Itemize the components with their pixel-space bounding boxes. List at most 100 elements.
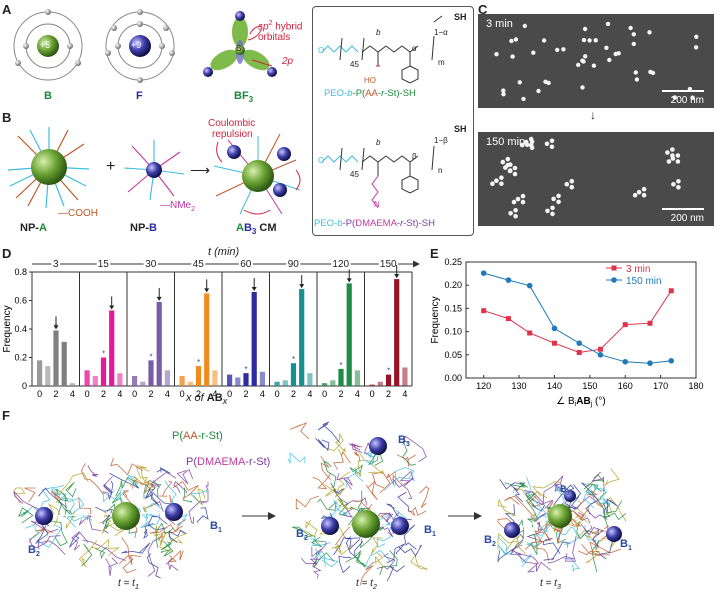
f3-b1-label: B1 [620, 538, 632, 553]
polymer-chain [87, 465, 99, 477]
chart-e-xlabel: ∠ BiABj (°) [556, 396, 605, 408]
chart-e-point [597, 352, 604, 358]
polymer-chain [599, 488, 611, 506]
polymer-chain [173, 481, 187, 494]
chart-d-bar [148, 360, 154, 386]
sem-particle [583, 54, 588, 59]
chart-d-xtick-label: 4 [212, 389, 217, 399]
polymer-chain [562, 557, 580, 573]
polymer-chain [402, 435, 427, 463]
chart-d-bar [132, 376, 138, 386]
sp2-note: sp2 hybrid orbitals [258, 20, 303, 44]
frame-arrowhead [268, 512, 276, 520]
sem-particle [694, 34, 699, 39]
polymer-chain [517, 552, 539, 573]
polymer-chain [109, 472, 140, 489]
chart-d-bar [369, 384, 375, 386]
polymer-chain [110, 457, 144, 476]
simulation-snapshots [13, 421, 627, 586]
polymer-chain [569, 500, 587, 526]
polymer-chain [56, 472, 89, 503]
chart-e-xtick-label: 180 [688, 381, 703, 391]
polymer-chain [374, 552, 384, 569]
bottom-one-minus-beta: 1−β [434, 136, 448, 145]
sem-particle [690, 95, 695, 100]
polymer-chain [13, 487, 26, 504]
a-core-particle [112, 502, 140, 530]
sem-particle [509, 38, 514, 44]
sem-particle-cluster [544, 141, 550, 147]
f2-b1-label: B1 [424, 524, 436, 539]
polymer-chain [65, 482, 77, 498]
polymer-chain [37, 525, 62, 549]
chart-d-star: * [387, 367, 390, 376]
chart-d-time-label: 45 [193, 259, 205, 270]
chart-d-xtick-label: 0 [180, 389, 185, 399]
polymer-chain [338, 555, 352, 574]
polymer-chain [309, 535, 331, 547]
polymer-chain [595, 496, 627, 522]
chart-d-xtick-label: 0 [37, 389, 42, 399]
coulombic-label: Coulombic repulsion [208, 118, 256, 140]
polymer-chain [189, 489, 209, 504]
chart-d-xtick-label: 4 [355, 389, 360, 399]
polymer-chain [335, 441, 346, 456]
chart-e-point [597, 346, 603, 352]
chart-d-xtick-label: 2 [53, 389, 58, 399]
chart-d-bar [179, 376, 185, 386]
polymer-chain [360, 561, 375, 586]
polymer-chain [324, 484, 338, 497]
polymer-chain [403, 477, 415, 500]
chart-d-xtick-label: 4 [117, 389, 122, 399]
top-b-label: b [376, 28, 381, 37]
polymer-chain [602, 504, 627, 521]
sem-particle [628, 25, 633, 31]
sem-particle [647, 30, 652, 35]
polymer-chain [165, 557, 179, 571]
t2-label: t = t2 [356, 578, 377, 591]
chart-d-peak-arrowhead [346, 278, 352, 283]
polymer-chain [38, 487, 67, 509]
polymer-chain [176, 468, 194, 485]
polymer-chain [99, 510, 112, 524]
sem-particle-cluster [671, 182, 676, 187]
polymer-chain [604, 468, 620, 487]
polymer-chain [565, 535, 577, 562]
bf3-orbital-diagram [203, 11, 277, 77]
polymer-chain [102, 476, 113, 501]
ab3-label: AB3 CM [236, 222, 277, 237]
sem-particle [521, 96, 526, 102]
polymer-chain [149, 491, 173, 507]
scale-bar-top [662, 90, 704, 92]
polymer-chain [364, 549, 391, 568]
polymer-chain [371, 471, 391, 494]
sem-particle [543, 79, 548, 85]
polymer-chain [312, 558, 322, 579]
polymer-chain [69, 532, 80, 548]
polymer-chain [143, 483, 154, 499]
polymer-chain [532, 515, 553, 547]
polymer-chain [368, 464, 384, 475]
polymer-chain [510, 484, 523, 502]
polymer-chain [160, 540, 174, 557]
top-sh-label: SH [454, 12, 467, 22]
chart-e-ytick-label: 0.00 [444, 373, 462, 383]
frame-arrowhead [474, 512, 482, 520]
polymer-chain [558, 526, 578, 544]
bf3-label: BF3 [234, 90, 254, 105]
polymer-chain [398, 544, 423, 557]
polymer-structures-box [312, 6, 474, 236]
sem-particle [631, 41, 636, 47]
polymer-chain [386, 543, 406, 564]
chart-e-point [622, 358, 629, 365]
polymer-chain [188, 500, 207, 525]
b1-particle [165, 503, 183, 521]
sem-particle-cluster [520, 199, 526, 205]
polymer-chain [81, 543, 93, 567]
chart-d-time-label: 60 [240, 259, 252, 270]
chart-d-bar [109, 310, 115, 386]
polymer-chain [555, 526, 566, 544]
sem-particle-cluster [515, 196, 521, 202]
polymer-chain [529, 512, 539, 522]
f1-b1-label: B1 [210, 520, 222, 535]
